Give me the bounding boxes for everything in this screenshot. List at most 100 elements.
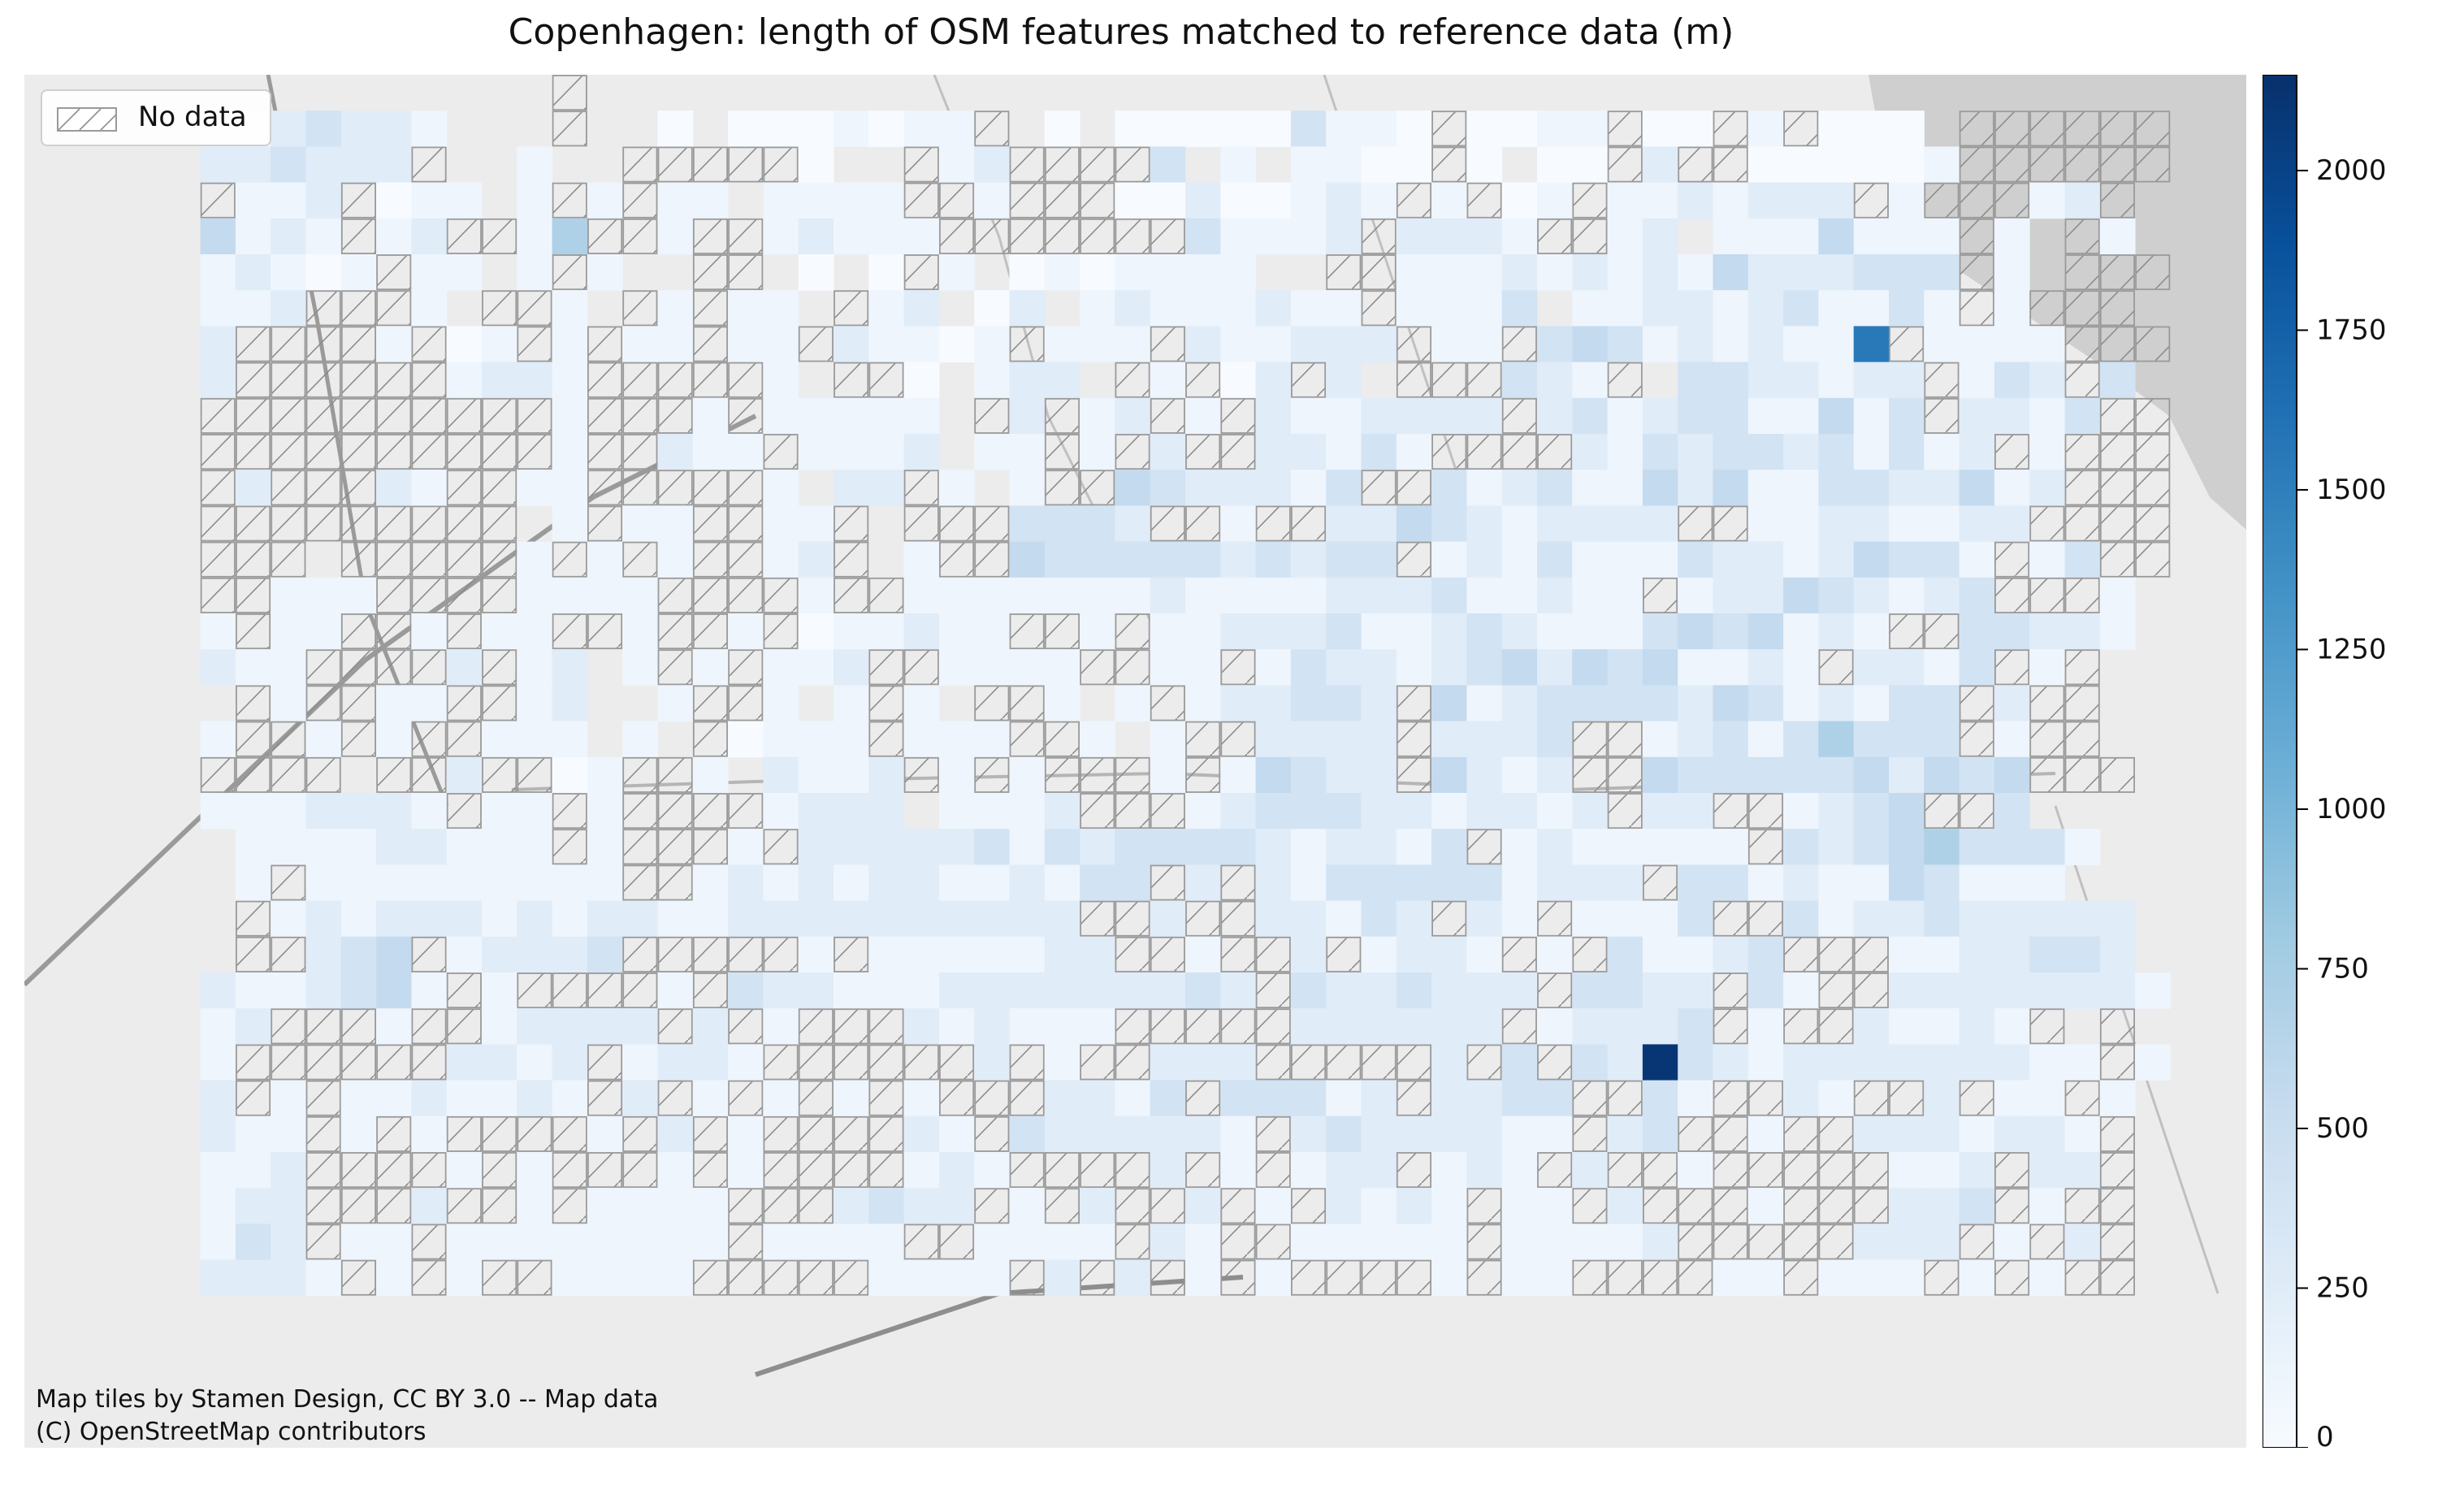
no-data-cell [1185,1080,1221,1116]
heatmap-cell [1431,541,1467,578]
no-data-cell [1713,1224,1748,1260]
no-data-cell [1959,146,1994,183]
heatmap-cell [903,936,940,973]
no-data-cell [728,936,764,972]
no-data-cell [411,397,447,434]
heatmap-cell [974,146,1010,184]
heatmap-cell [868,254,905,291]
heatmap-cell [1150,649,1186,686]
heatmap-cell [376,326,412,363]
no-data-cell [692,326,728,362]
heatmap-cell [587,864,623,902]
heatmap-cell [376,685,412,722]
no-data-cell [1607,1080,1643,1116]
heatmap-cell [200,290,236,327]
no-data-cell [1818,1188,1854,1224]
no-data-cell [411,1008,447,1045]
heatmap-cell [1924,649,1960,686]
heatmap-cell [692,1008,729,1045]
no-data-cell [376,613,412,650]
heatmap-cell [763,685,799,722]
heatmap-cell [340,254,377,291]
no-data-cell [482,1188,517,1224]
heatmap-cell [2099,1080,2136,1117]
no-data-cell [622,829,658,865]
no-data-cell [305,397,341,434]
heatmap-cell [763,1008,799,1045]
no-data-cell [939,505,975,542]
heatmap-cell [1501,1080,1538,1117]
heatmap-cell [1290,685,1327,722]
no-data-cell [235,756,271,793]
heatmap-cell [1326,218,1362,255]
heatmap-cell [763,972,799,1009]
heatmap-cell [1537,254,1573,291]
heatmap-cell [1009,254,1046,291]
no-data-cell [340,362,376,398]
heatmap-cell [1044,900,1080,938]
heatmap-cell [1889,972,1925,1009]
heatmap-cell [482,721,517,758]
heatmap-cell [1572,290,1609,327]
no-data-cell [1044,218,1080,254]
no-data-cell [1044,397,1080,434]
heatmap-cell [903,900,940,938]
heatmap-cell [1255,326,1292,363]
no-data-cell [1115,756,1150,793]
heatmap-cell [1080,1008,1115,1045]
map-panel[interactable]: No data [24,75,2246,1448]
heatmap-cell [868,1188,905,1224]
heatmap-cell [798,649,834,686]
no-data-cell [1783,1115,1819,1152]
heatmap-cell [1150,541,1186,578]
heatmap-cell [1853,362,1890,399]
no-data-cell [446,972,482,1009]
heatmap-cell [1572,864,1609,902]
no-data-cell [340,1044,376,1081]
heatmap-cell [974,793,1010,829]
heatmap-cell [622,1224,658,1261]
heatmap-cell [622,577,658,614]
heatmap-cell [1255,110,1292,147]
heatmap-cell [1783,613,1819,650]
heatmap-cell [1853,1224,1890,1261]
heatmap-cell [1150,1224,1186,1261]
heatmap-cell [974,1044,1010,1081]
heatmap-cell [763,1080,799,1117]
heatmap-cell [1431,721,1467,758]
heatmap-cell [834,326,869,363]
heatmap-cell [1290,756,1327,794]
no-data-cell [2029,577,2065,613]
heatmap-cell [1924,900,1960,938]
heatmap-cell [271,1259,306,1297]
no-data-cell [1713,793,1748,829]
no-data-cell [1044,613,1080,650]
heatmap-cell [1713,290,1749,327]
heatmap-cell [1080,613,1115,650]
heatmap-cell [1747,1115,1784,1153]
heatmap-cell [657,434,694,470]
heatmap-cell [1713,936,1749,973]
no-data-cell [1009,1152,1045,1189]
heatmap-cell [1431,254,1467,291]
no-data-cell [2099,1188,2136,1224]
heatmap-cell [411,218,448,255]
heatmap-cell [446,254,483,291]
heatmap-cell [1150,577,1186,614]
heatmap-cell [587,541,623,578]
heatmap-cell [340,829,377,865]
heatmap-cell [1080,1080,1115,1117]
no-data-cell [1713,1115,1748,1152]
heatmap-cell [1326,577,1362,614]
heatmap-cell [868,756,905,794]
heatmap-cell [1431,470,1467,506]
heatmap-cell [1678,182,1713,219]
no-data-cell [1115,218,1150,254]
heatmap-cell [517,829,553,865]
no-data-cell [1396,1152,1432,1189]
heatmap-cell [1431,1152,1467,1189]
heatmap-cell [2064,1044,2101,1081]
no-data-cell [1713,1008,1748,1045]
heatmap-cell [552,864,588,902]
heatmap-cell [1924,326,1960,363]
